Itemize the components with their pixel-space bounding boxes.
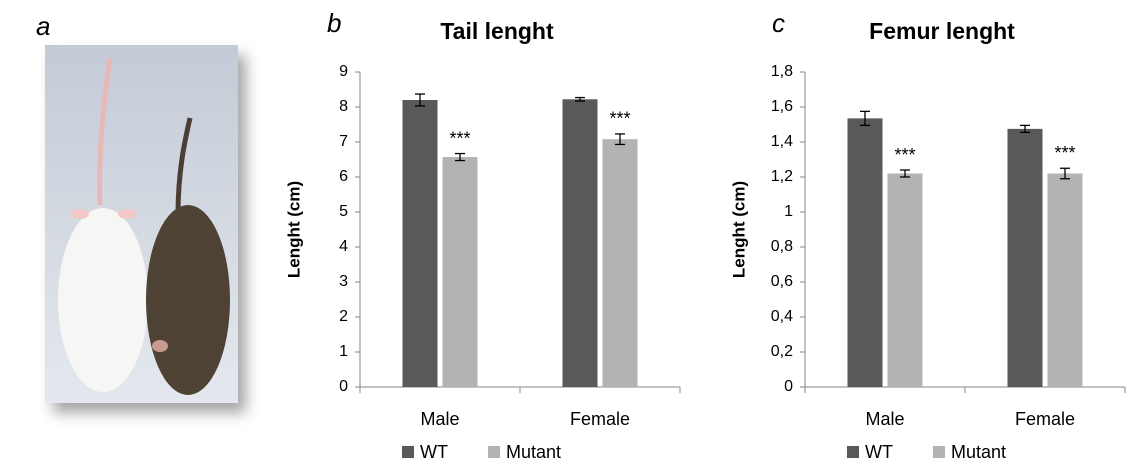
- photo: [45, 45, 238, 403]
- significance-label: ***: [894, 145, 915, 165]
- y-tick-label: 0,8: [771, 238, 793, 255]
- y-tick-label: 9: [339, 63, 348, 80]
- y-tick-label: 1: [339, 343, 348, 360]
- x-tick-label: Male: [420, 409, 459, 429]
- legend-swatch: [847, 446, 859, 458]
- bar: [847, 118, 883, 387]
- y-tick-label: 0: [339, 378, 348, 395]
- significance-label: ***: [609, 109, 630, 129]
- legend-swatch: [933, 446, 945, 458]
- y-axis-label: Lenght (cm): [284, 181, 303, 278]
- error-bar: [860, 110, 870, 127]
- significance-label: ***: [449, 128, 470, 148]
- chart-title: Tail lenght: [440, 18, 554, 44]
- bar: [887, 173, 923, 387]
- panel-label: a: [36, 11, 50, 41]
- x-tick-label: Female: [570, 409, 630, 429]
- error-bar: [1020, 124, 1030, 134]
- error-bar: [900, 169, 910, 178]
- bar: [602, 139, 638, 387]
- y-tick-label: 7: [339, 133, 348, 150]
- legend-label: WT: [420, 442, 448, 462]
- y-tick-label: 0,6: [771, 273, 793, 290]
- panel-label: c: [772, 8, 785, 38]
- legend-swatch: [488, 446, 500, 458]
- error-bar: [615, 133, 625, 146]
- y-tick-label: 1,8: [771, 63, 793, 80]
- legend-label: Mutant: [506, 442, 561, 462]
- error-bar: [455, 152, 465, 162]
- y-tick-label: 0,2: [771, 343, 793, 360]
- y-tick-label: 3: [339, 273, 348, 290]
- y-tick-label: 0,4: [771, 308, 793, 325]
- legend-label: Mutant: [951, 442, 1006, 462]
- x-tick-label: Female: [1015, 409, 1075, 429]
- y-tick-label: 1,2: [771, 168, 793, 185]
- y-tick-label: 2: [339, 308, 348, 325]
- error-bar: [1060, 167, 1070, 180]
- legend-label: WT: [865, 442, 893, 462]
- y-tick-label: 4: [339, 238, 348, 255]
- y-axis-label: Lenght (cm): [729, 181, 748, 278]
- panel-label: b: [327, 8, 341, 38]
- bar: [1007, 128, 1043, 387]
- legend-swatch: [402, 446, 414, 458]
- bar: [402, 100, 438, 387]
- bar: [562, 99, 598, 388]
- error-bar: [575, 96, 585, 102]
- significance-label: ***: [1054, 143, 1075, 163]
- y-tick-label: 5: [339, 203, 348, 220]
- charts: b Tail lenght Lenght (cm) 0 1 2 3 4 5 6 7 8 9 Male ***…: [284, 8, 1126, 462]
- y-tick-label: 8: [339, 98, 348, 115]
- chart-title: Femur lenght: [869, 18, 1015, 44]
- y-tick-label: 0: [784, 378, 793, 395]
- y-tick-label: 1: [784, 203, 793, 220]
- y-tick-label: 6: [339, 168, 348, 185]
- y-tick-label: 1,4: [771, 133, 793, 150]
- error-bar: [415, 93, 425, 107]
- bar: [442, 157, 478, 387]
- x-tick-label: Male: [865, 409, 904, 429]
- bar: [1047, 173, 1083, 387]
- y-tick-label: 1,6: [771, 98, 793, 115]
